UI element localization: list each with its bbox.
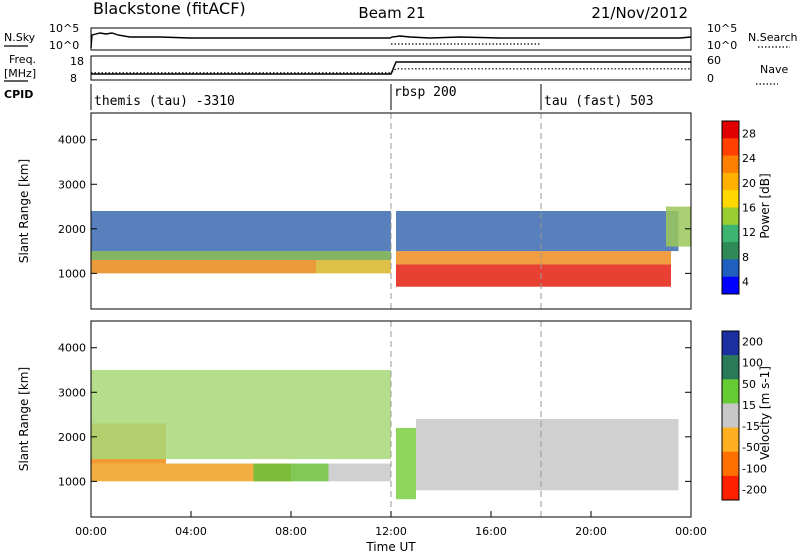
power-ytick-label: 4000 bbox=[58, 134, 86, 147]
freq-series bbox=[91, 61, 691, 75]
velocity-colorbar: 200 100 50 15 -15 -50 -100 -200 Velocity [m s-1… bbox=[721, 330, 772, 501]
velocity-colorbar-tick: -200 bbox=[742, 483, 767, 496]
velocity-ytick-label: 3000 bbox=[58, 386, 86, 399]
cpid-segment-3: tau (fast) 503 bbox=[544, 94, 654, 109]
power-colorbar-swatch bbox=[722, 172, 739, 191]
velocity-band-6 bbox=[416, 419, 679, 491]
power-band-4 bbox=[91, 211, 391, 252]
freq-label: Freq. bbox=[9, 53, 36, 66]
velocity-band-7 bbox=[91, 370, 391, 460]
velocity-band-4 bbox=[328, 463, 391, 482]
power-panel: 4000 3000 2000 1000 Slant Range [km] bbox=[17, 112, 692, 310]
date-title: 21/Nov/2012 bbox=[591, 4, 688, 22]
velocity-colorbar-tick: 50 bbox=[742, 378, 756, 391]
xtick-label: 16:00 bbox=[475, 525, 507, 538]
power-colorbar-tick: 28 bbox=[742, 127, 756, 140]
power-colorbar-tick: 12 bbox=[742, 226, 756, 239]
xtick-label: 12:00 bbox=[375, 525, 407, 538]
power-band-1 bbox=[91, 260, 316, 274]
power-colorbar-tick: 4 bbox=[742, 276, 749, 289]
velocity-ytick-label: 1000 bbox=[58, 475, 86, 488]
velocity-band-5 bbox=[396, 427, 416, 500]
cpid-row: CPID themis (tau) -3310 rbsp 200 tau (fa… bbox=[4, 84, 654, 110]
velocity-colorbar-tick: -100 bbox=[742, 462, 767, 475]
power-band-7 bbox=[396, 211, 679, 252]
power-colorbar-tick: 16 bbox=[742, 202, 756, 215]
beam-title: Beam 21 bbox=[358, 4, 425, 22]
xtick-label: 08:00 bbox=[275, 525, 307, 538]
velocity-band-3 bbox=[253, 463, 329, 482]
velocity-colorbar-tick: 100 bbox=[742, 357, 763, 370]
xtick-label: 20:00 bbox=[575, 525, 607, 538]
velocity-colorbar-swatch bbox=[722, 403, 739, 429]
power-colorbar-tick: 8 bbox=[742, 251, 749, 264]
xaxis-label: Time UT bbox=[365, 540, 416, 554]
power-band-2 bbox=[316, 260, 391, 274]
velocity-ytick-label: 4000 bbox=[58, 342, 86, 355]
nsearch-tick-top: 10^5 bbox=[707, 22, 737, 35]
xtick-label: 00:00 bbox=[675, 525, 707, 538]
freq-tick-bottom: 8 bbox=[70, 72, 77, 85]
velocity-ylabel: Slant Range [km] bbox=[17, 367, 31, 471]
velocity-colorbar-swatch bbox=[722, 475, 739, 501]
power-colorbar-swatch bbox=[722, 242, 739, 260]
power-band-5 bbox=[396, 264, 671, 287]
velocity-colorbar-label: Velocity [m s-1] bbox=[758, 366, 772, 460]
power-colorbar-swatch bbox=[722, 190, 739, 208]
power-band-8 bbox=[666, 206, 691, 247]
velocity-colorbar-tick: -50 bbox=[742, 441, 760, 454]
station-title: Blackstone (fitACF) bbox=[93, 0, 246, 18]
velocity-colorbar-swatch bbox=[722, 427, 739, 453]
nsky-label: N.Sky bbox=[4, 31, 36, 44]
freq-unit: [MHz] bbox=[4, 67, 36, 80]
power-colorbar-swatch bbox=[722, 155, 739, 174]
power-colorbar-tick: 20 bbox=[742, 177, 756, 190]
power-colorbar: 28 24 20 16 12 8 4 Power [dB] bbox=[721, 120, 772, 295]
cpid-segment-1: themis (tau) -3310 bbox=[94, 94, 235, 109]
freq-tick-top: 18 bbox=[70, 55, 84, 68]
velocity-colorbar-swatch bbox=[722, 355, 739, 380]
cpid-label: CPID bbox=[4, 88, 33, 101]
power-ytick-label: 3000 bbox=[58, 178, 86, 191]
xtick-label: 04:00 bbox=[175, 525, 207, 538]
velocity-band-1 bbox=[91, 463, 291, 482]
velocity-colorbar-tick: -15 bbox=[742, 420, 760, 433]
power-colorbar-swatch bbox=[722, 121, 739, 139]
nsky-tick-top: 10^5 bbox=[49, 22, 79, 35]
power-colorbar-swatch bbox=[722, 207, 739, 226]
power-ytick-label: 2000 bbox=[58, 223, 86, 236]
nsky-tick-bottom: 10^0 bbox=[49, 39, 79, 52]
nsearch-label: N.Search bbox=[748, 31, 798, 44]
power-ylabel: Slant Range [km] bbox=[17, 159, 31, 263]
power-band-3 bbox=[91, 251, 391, 260]
velocity-colorbar-swatch bbox=[722, 451, 739, 477]
velocity-colorbar-swatch bbox=[722, 331, 739, 356]
velocity-ytick-label: 2000 bbox=[58, 431, 86, 444]
velocity-colorbar-tick: 200 bbox=[742, 336, 763, 349]
nave-tick-top: 60 bbox=[707, 54, 721, 67]
power-colorbar-swatch bbox=[722, 276, 739, 295]
freq-panel: Freq. [MHz] 18 8 Nave 60 0 bbox=[4, 53, 788, 85]
nsky-panel: N.Sky 10^5 10^0 N.Search 10^5 10^0 bbox=[4, 22, 798, 52]
power-band-6 bbox=[396, 251, 671, 265]
power-colorbar-swatch bbox=[722, 259, 739, 278]
xtick-label: 00:00 bbox=[75, 525, 107, 538]
velocity-colorbar-tick: 15 bbox=[742, 399, 756, 412]
power-colorbar-tick: 24 bbox=[742, 152, 756, 165]
nave-tick-bottom: 0 bbox=[707, 72, 714, 85]
power-ytick-label: 1000 bbox=[58, 267, 86, 280]
velocity-panel: 4000 3000 2000 1000 Slant Range [km] 00:00 0… bbox=[17, 320, 707, 554]
cpid-segment-2: rbsp 200 bbox=[394, 85, 457, 100]
power-colorbar-label: Power [dB] bbox=[758, 173, 772, 238]
nave-label: Nave bbox=[760, 63, 788, 76]
velocity-colorbar-swatch bbox=[722, 379, 739, 404]
nsky-series bbox=[90, 32, 692, 49]
power-colorbar-swatch bbox=[722, 224, 739, 243]
nsearch-tick-bottom: 10^0 bbox=[707, 39, 737, 52]
power-colorbar-swatch bbox=[722, 138, 739, 157]
